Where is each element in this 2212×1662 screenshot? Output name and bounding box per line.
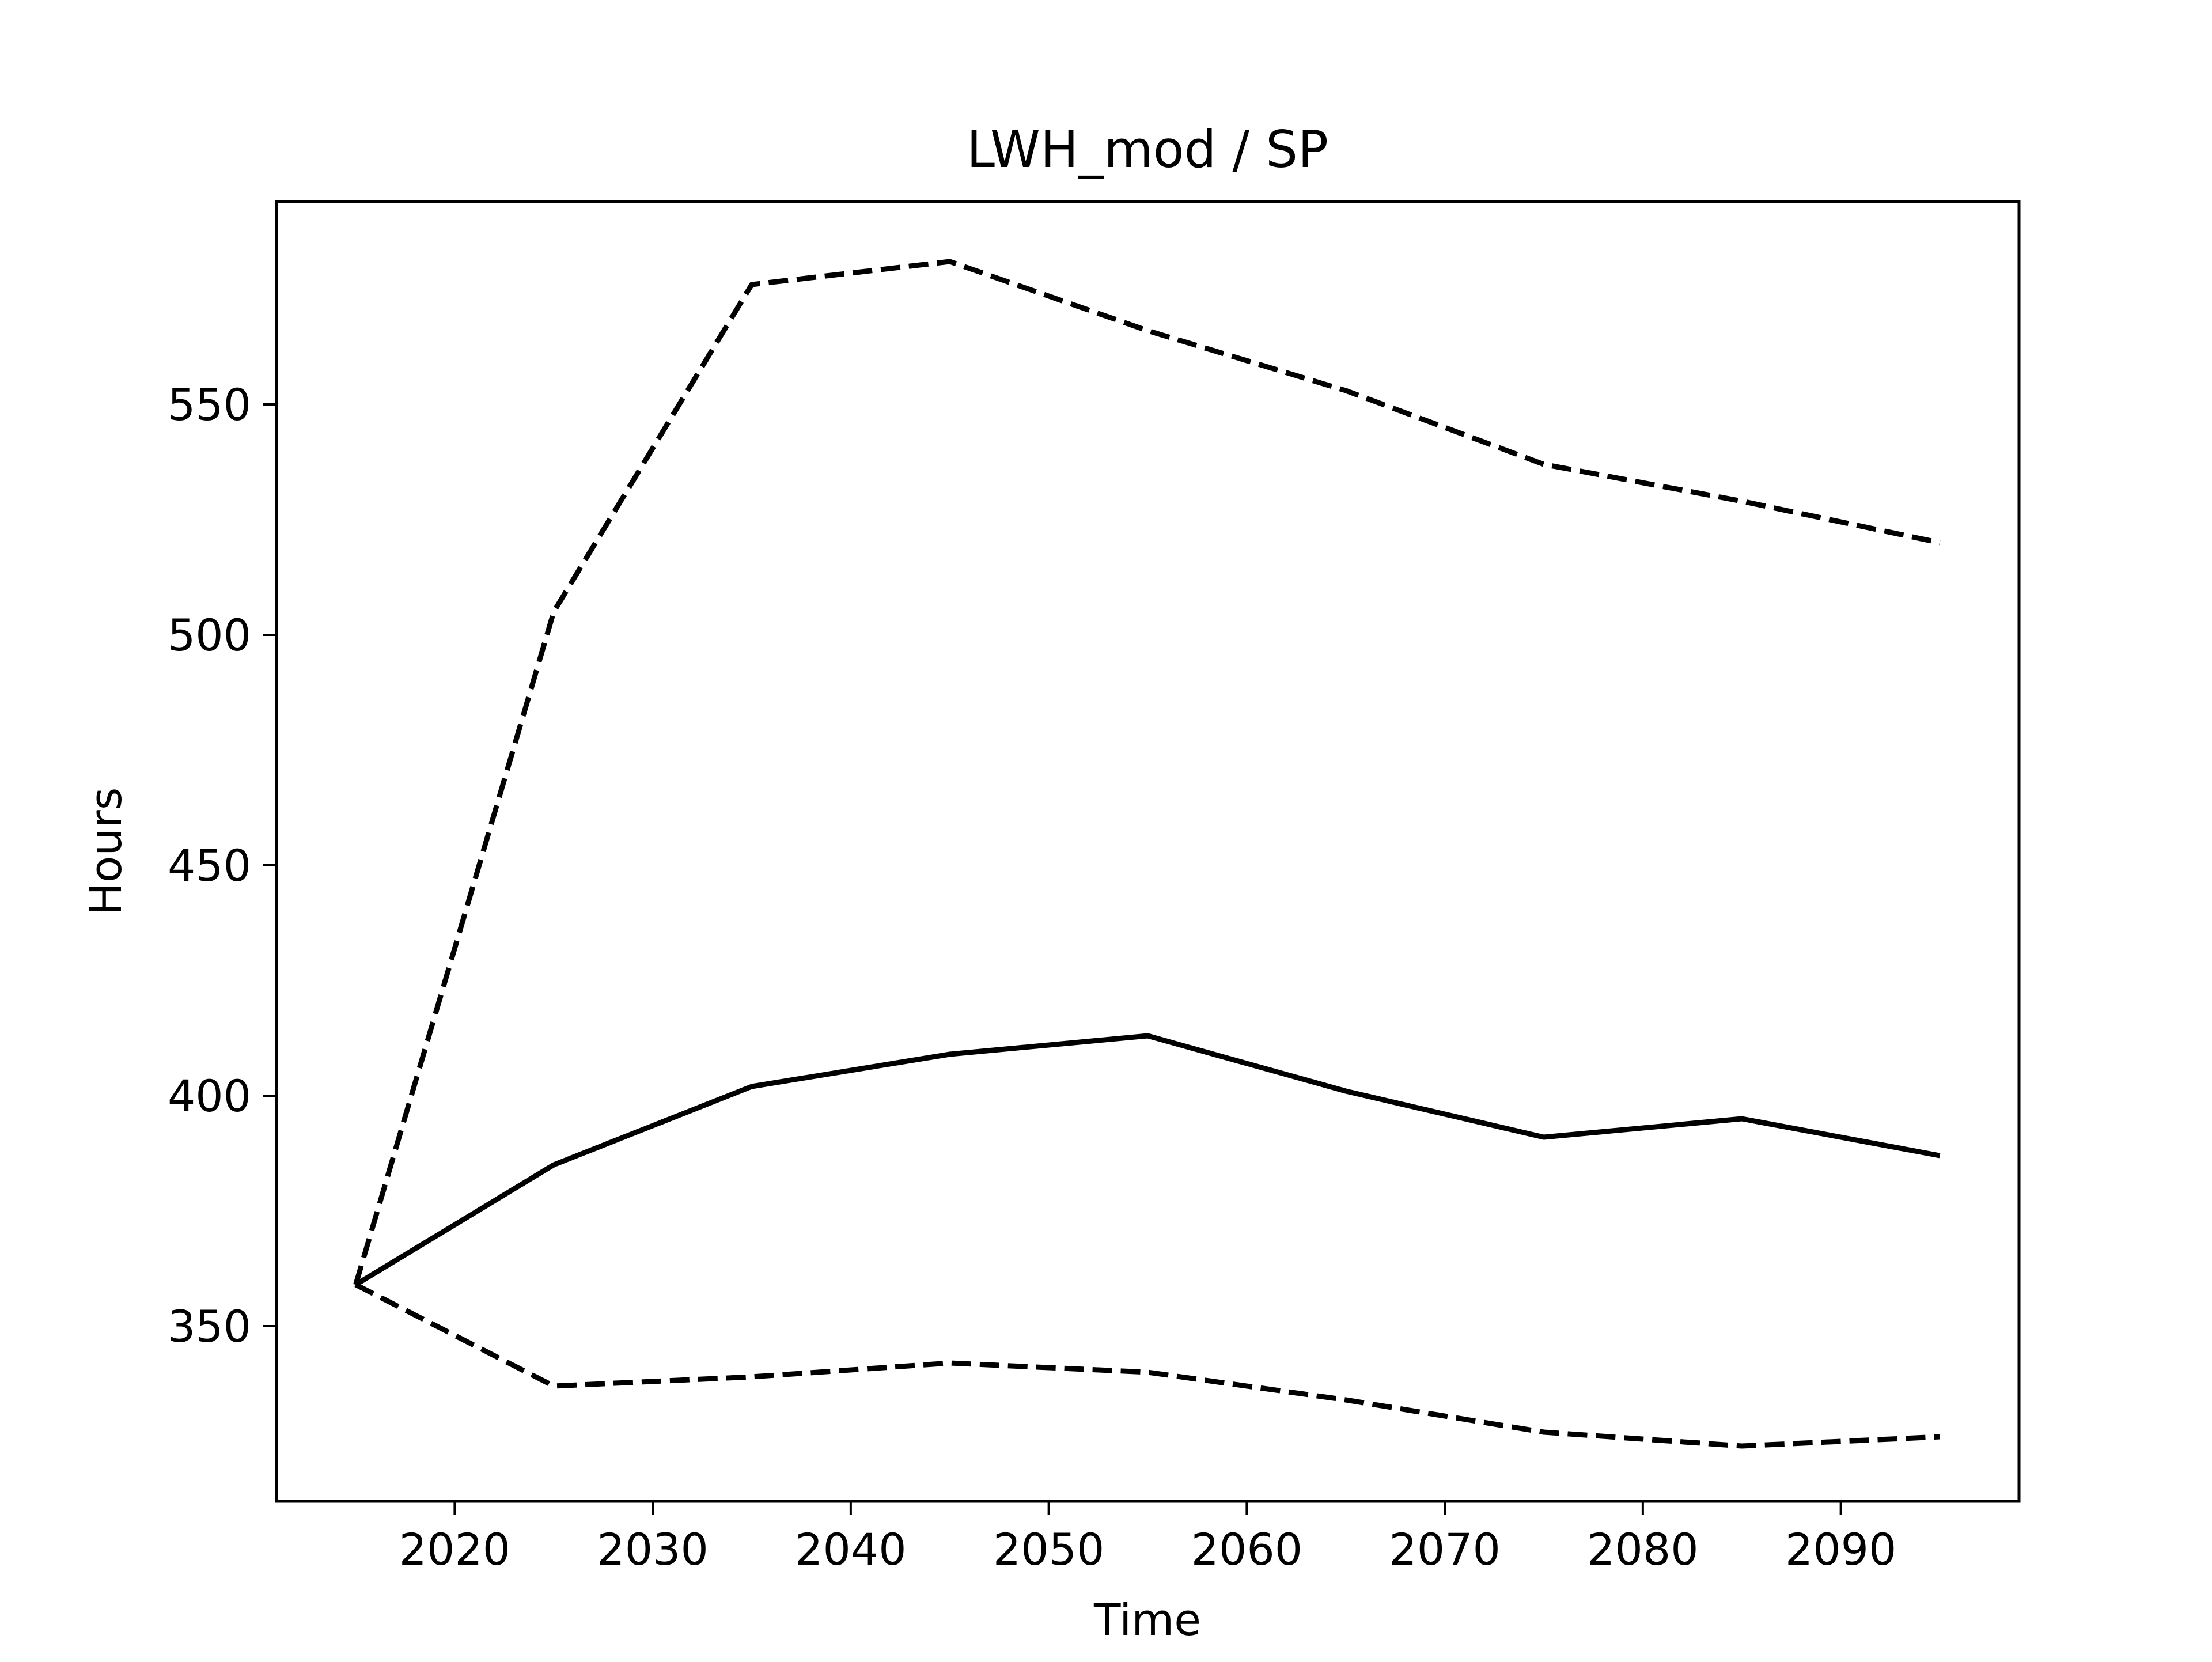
x-tick-label: 2040: [795, 1524, 906, 1575]
y-tick-label: 400: [168, 1070, 251, 1122]
x-axis-label: Time: [1093, 1594, 1201, 1645]
y-tick-label: 500: [168, 609, 251, 661]
x-tick-label: 2050: [993, 1524, 1104, 1575]
series-line-2: [353, 259, 1941, 1286]
y-axis-label: Hours: [80, 788, 131, 916]
y-tick-label: 350: [168, 1301, 251, 1352]
y-tick-label: 550: [168, 379, 251, 430]
x-tick-label: 2030: [597, 1524, 708, 1575]
x-tick-label: 2070: [1389, 1524, 1500, 1575]
series-line-1: [354, 1033, 1941, 1287]
y-tick-label: 450: [168, 840, 251, 891]
x-tick-label: 2080: [1587, 1524, 1698, 1575]
x-tick-label: 2060: [1191, 1524, 1302, 1575]
x-tick-label: 2020: [399, 1524, 510, 1575]
plot-frame: [275, 200, 2021, 1503]
series-line-3: [354, 1282, 1940, 1449]
x-tick-label: 2090: [1785, 1524, 1896, 1575]
chart-title: LWH_mod / SP: [967, 120, 1328, 179]
